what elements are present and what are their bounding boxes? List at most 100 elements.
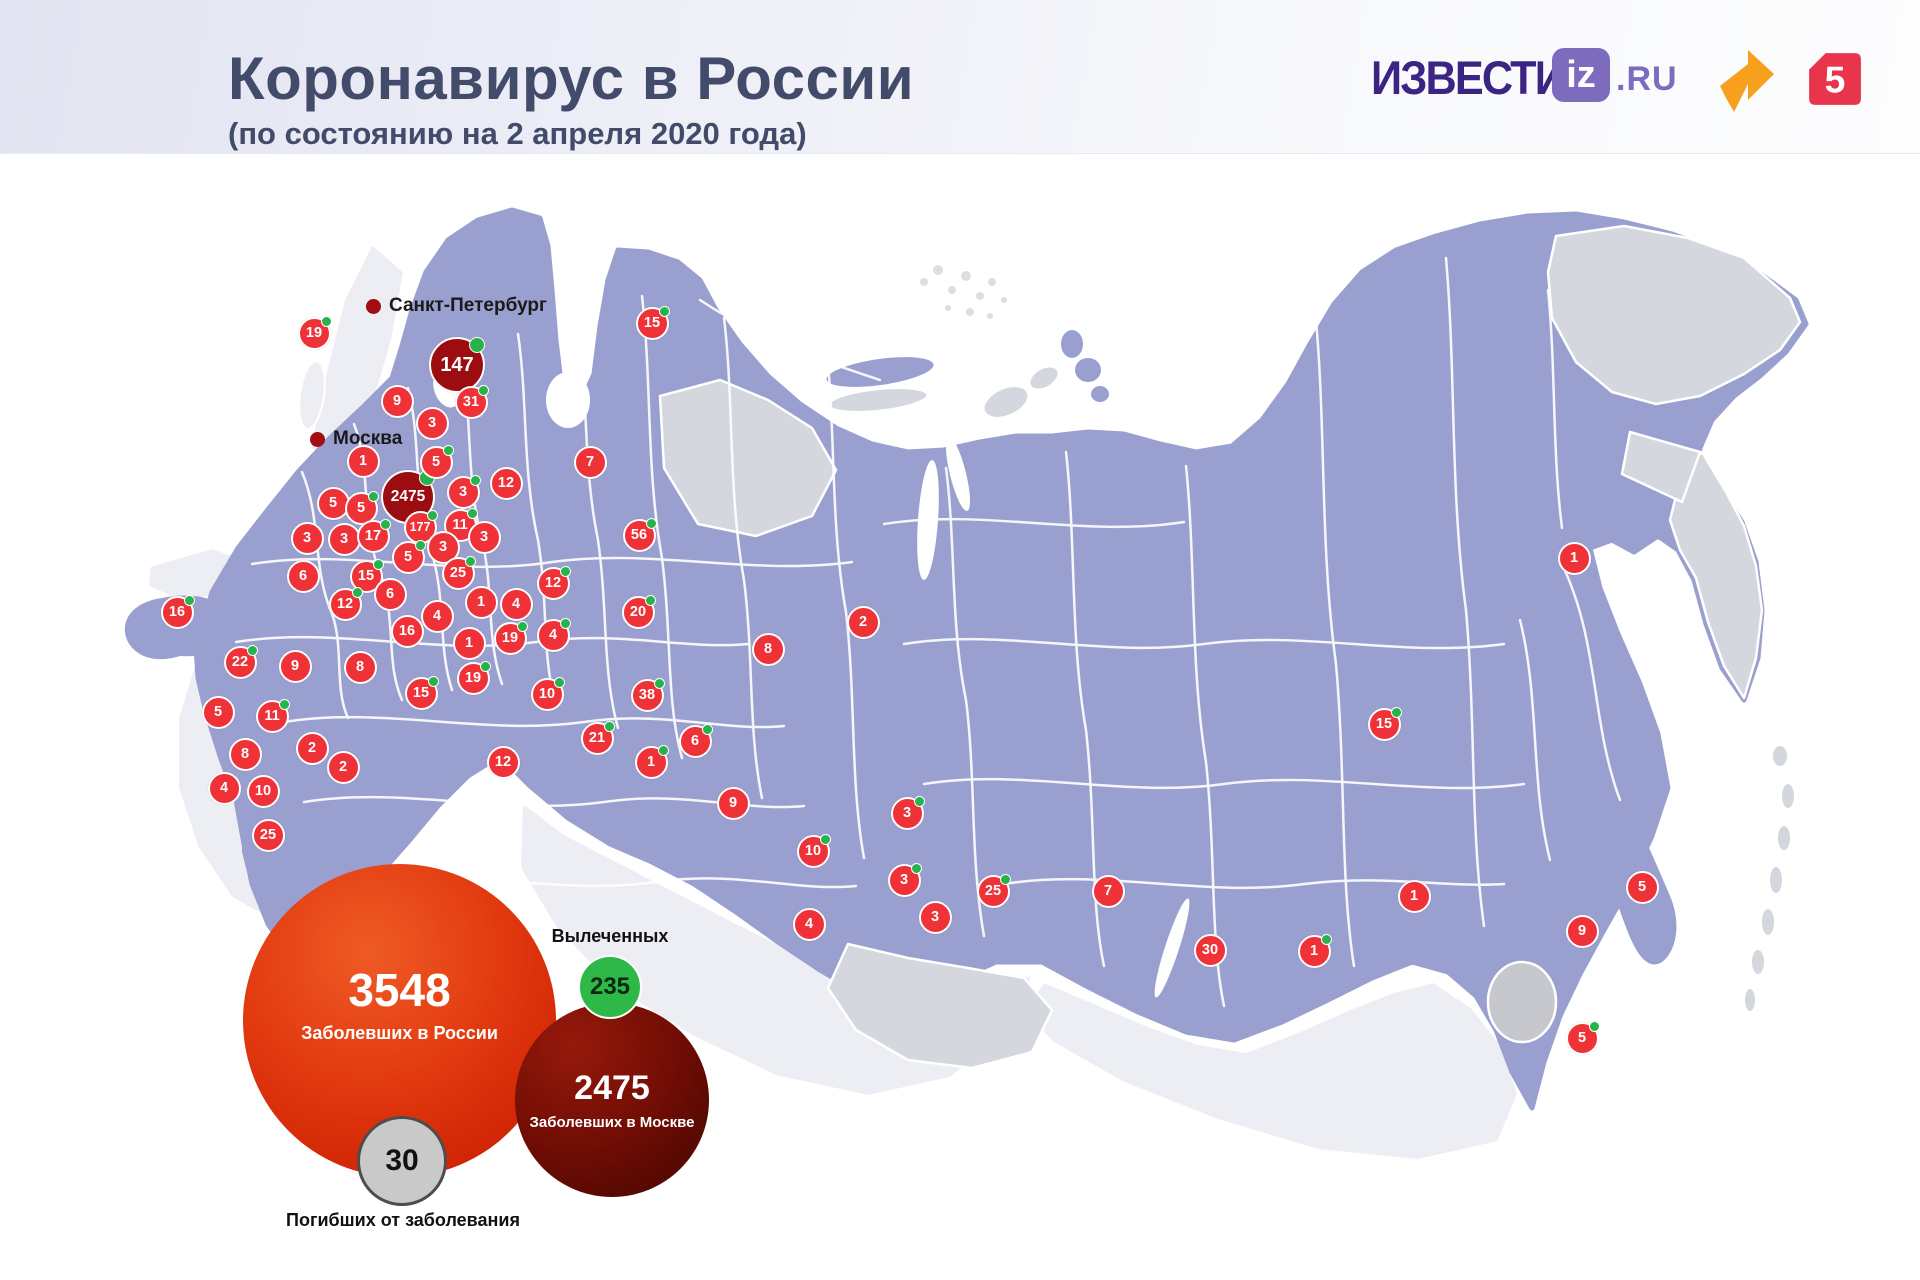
case-marker: 3 [918,900,952,934]
cured-dot-icon [559,565,571,577]
case-marker: 1 [452,626,486,660]
cured-dot-icon [1390,706,1402,718]
case-marker: 9 [1565,914,1599,948]
case-marker: 4 [792,907,826,941]
case-marker: 7 [1091,874,1125,908]
case-marker: 25 [441,555,476,590]
case-marker: 31 [454,384,489,419]
cured-dot-icon [701,723,713,735]
case-marker: 1 [346,444,380,478]
case-marker: 1 [1557,541,1591,575]
case-marker: 6 [373,577,407,611]
legend-moscow-label: Москва [333,428,403,449]
legend-moscow: Москва [310,428,402,450]
deaths-bubble: 30 [357,1116,447,1206]
case-marker: 4 [536,617,571,652]
legend-spb: Санкт-Петербург [366,295,547,317]
case-marker: 3 [446,474,481,509]
case-marker: 11 [255,698,290,733]
ren-tv-arrow-icon [1720,50,1774,112]
case-marker: 19 [297,315,332,350]
case-marker: 9 [716,786,750,820]
case-marker: 8 [228,737,262,771]
case-marker: 5 [391,539,426,574]
cured-dot-icon [246,644,258,656]
case-marker: 1 [1297,933,1332,968]
case-marker: 16 [390,614,424,648]
case-marker: 7 [573,445,607,479]
izru-domain-label: .RU [1616,60,1678,98]
unaffected-regions [658,224,1802,1070]
ren-tv-logo [1720,50,1774,112]
case-marker: 3 [290,521,324,555]
case-marker: 10 [246,774,280,808]
case-marker: 9 [278,649,312,683]
cured-dot-icon [427,675,439,687]
case-marker: 3 [467,520,501,554]
case-marker: 4 [499,587,533,621]
channel5-number: 5 [1825,58,1846,100]
cured-dot-icon [516,620,528,632]
cured-dot-icon [464,555,476,567]
cured-dot-icon [320,315,332,327]
total-infected-label: Заболевших в России [301,1023,498,1043]
case-marker: 12 [486,745,520,779]
case-marker: 12 [328,586,363,621]
cured-dot-icon [477,384,489,396]
case-marker: 16 [160,594,195,629]
case-marker: 2 [326,750,360,784]
case-marker: 56 [622,517,657,552]
cured-dot-icon [372,558,384,570]
cured-dot-icon [379,518,391,530]
spb-cases-marker: 147 [429,337,485,393]
case-marker: 25 [976,873,1011,908]
cured-dot-icon [367,490,379,502]
cured-dot-icon [479,660,491,672]
cured-dot-icon [910,862,922,874]
cured-dot-icon [658,305,670,317]
case-marker: 8 [343,650,377,684]
cured-dot-icon [603,720,615,732]
cured-dot-icon [819,833,831,845]
case-marker: 2 [846,605,880,639]
moscow-infected-bubble: 2475 Заболевших в Москве [515,1003,709,1197]
cured-dot-icon [351,586,363,598]
case-marker: 6 [678,723,713,758]
izru-logo: iz [1552,48,1610,102]
case-marker: 1 [1397,879,1431,913]
cured-dot-icon [183,594,195,606]
cured-dot-icon [653,677,665,689]
case-marker: 10 [530,676,565,711]
cured-dot-icon [414,539,426,551]
case-marker: 1 [464,585,498,619]
case-marker: 38 [630,677,665,712]
case-marker: 3 [887,862,922,897]
cured-dot-icon [657,744,669,756]
case-marker: 4 [420,599,454,633]
cured-dot-icon [1320,933,1332,945]
cured-label: Вылеченных [551,926,669,946]
case-marker: 5 [316,486,350,520]
case-marker: 3 [415,406,449,440]
case-marker: 4 [207,771,241,805]
case-marker: 5 [1625,870,1659,904]
case-marker: 22 [223,644,258,679]
franz-josef-islands [920,265,1007,319]
cured-bubble: 235 [578,955,642,1019]
case-marker: 10 [796,833,831,868]
kuril-islands [1745,746,1794,1011]
cured-dot-icon [469,337,485,353]
case-marker: 3 [890,795,925,830]
case-marker: 20 [621,594,656,629]
cured-dot-icon [278,698,290,710]
case-marker: 15 [404,675,439,710]
cured-dot-icon [442,444,454,456]
izru-logo-text: iz [1566,53,1596,96]
page-subtitle: (по состоянию на 2 апреля 2020 года) [228,116,807,151]
case-marker: 12 [489,466,523,500]
case-marker: 19 [493,620,528,655]
cured-value: 235 [589,973,631,1000]
deaths-value: 30 [385,1144,419,1177]
moscow-dot-icon [310,431,325,447]
